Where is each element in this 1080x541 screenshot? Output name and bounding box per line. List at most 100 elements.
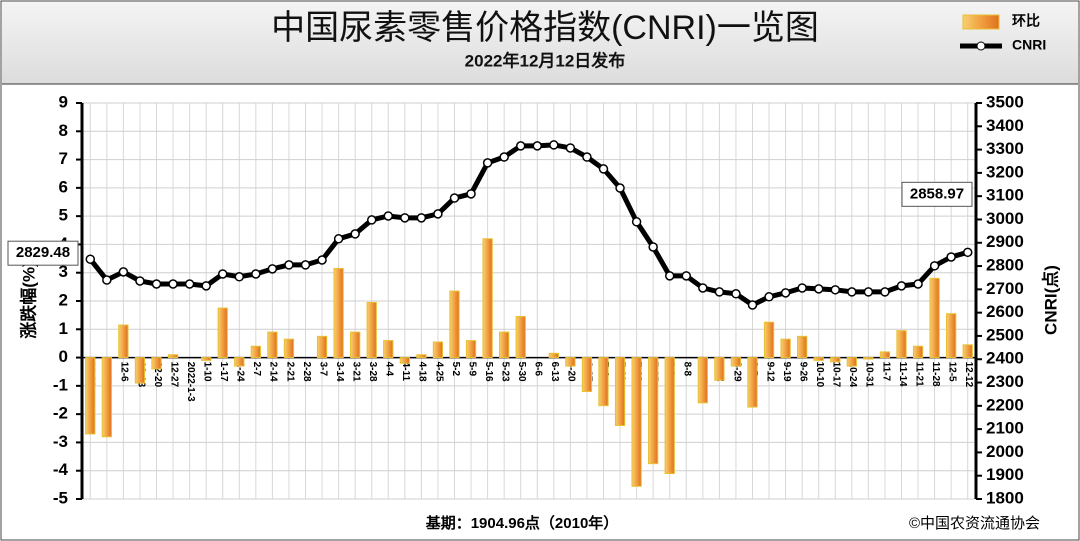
x-tick-label: 3-14 [334, 362, 345, 382]
bar [234, 357, 245, 367]
y-tick-label: 6 [59, 177, 68, 196]
y2-tick-label: 2600 [986, 302, 1024, 321]
line-marker [102, 275, 112, 285]
line-marker [300, 260, 311, 270]
bar [648, 357, 659, 465]
x-tick-label: 2-14 [268, 362, 279, 382]
bar [151, 357, 162, 370]
bar [217, 307, 228, 359]
bar [267, 331, 278, 359]
y-tick-label: 2 [59, 290, 68, 309]
bar [946, 313, 957, 359]
line-marker [284, 260, 294, 270]
bar [896, 330, 907, 359]
line-marker [946, 252, 956, 262]
chart-title: 中国尿素零售价格指数(CNRI)一览图 [271, 9, 819, 47]
y-tick-label: 1 [59, 319, 68, 338]
bar [714, 357, 725, 381]
line-marker [565, 143, 576, 153]
x-tick-label: 5-2 [450, 362, 461, 377]
y-tick-label: -1 [53, 375, 68, 394]
bar [763, 321, 775, 359]
y2-tick-label: 2300 [986, 372, 1024, 391]
x-tick-label: 2-28 [301, 362, 312, 382]
y-tick-label: 7 [59, 149, 68, 168]
x-tick-label: 10-24 [847, 362, 858, 388]
line-marker [648, 242, 658, 252]
y2-tick-label: 3100 [986, 186, 1024, 205]
footnote: 基期：1904.96点（2010年） [425, 514, 619, 532]
bar [118, 324, 129, 359]
bar [250, 345, 261, 359]
line-marker [366, 215, 377, 225]
x-tick-label: 11-28 [930, 362, 941, 387]
line-marker [449, 193, 460, 203]
line-marker [731, 289, 741, 299]
line-marker [780, 288, 791, 298]
y2-tick-label: 2400 [986, 349, 1024, 368]
line-marker [813, 284, 824, 294]
value-label: 2829.48 [16, 244, 70, 261]
line-marker [664, 271, 675, 281]
y2-tick-label: 2200 [986, 395, 1024, 414]
y2-tick-label: 2700 [986, 279, 1024, 298]
x-tick-label: 12-20 [152, 362, 163, 388]
x-tick-label: 5-30 [516, 362, 527, 382]
x-tick-label: 12-6 [119, 362, 130, 382]
line-marker [549, 140, 559, 150]
bar [813, 357, 824, 361]
source: ©中国农资流通协会 [909, 515, 1040, 532]
bar [631, 357, 642, 487]
line-marker [201, 281, 211, 291]
value-label-box [901, 181, 973, 207]
line-marker [880, 287, 890, 297]
bar [432, 341, 444, 359]
x-tick-label: 3-7 [317, 362, 328, 377]
y2-tick-label: 3500 [986, 92, 1024, 111]
bar [167, 354, 179, 359]
line-marker [764, 292, 774, 302]
line-marker [184, 279, 195, 289]
line-marker [251, 269, 261, 279]
x-tick-label: 9-26 [798, 362, 809, 382]
bar [449, 290, 460, 359]
x-tick-label: 6-20 [566, 362, 577, 382]
bar [101, 357, 112, 438]
y-tick-label: -2 [53, 404, 68, 423]
y-tick-label: -3 [53, 432, 68, 451]
y-tick-label: 5 [59, 206, 68, 225]
y2-tick-label: 1800 [986, 488, 1024, 507]
y-tick-label: -4 [53, 460, 69, 479]
line-marker [416, 213, 427, 223]
y-tick-label: 0 [59, 347, 68, 366]
x-tick-label: 5-16 [483, 362, 494, 382]
bar [697, 357, 708, 404]
bar [614, 357, 626, 426]
y-tick-label: 9 [59, 92, 68, 111]
bar [598, 357, 609, 407]
x-tick-label: 3-28 [367, 362, 378, 382]
y-tick-label: 3 [59, 262, 68, 281]
line-marker [400, 213, 410, 223]
bar [283, 338, 295, 359]
header-bg [2, 2, 1078, 84]
x-tick-label: 12-27 [168, 362, 179, 388]
x-tick-label: 4-25 [433, 362, 444, 382]
line-marker [350, 229, 360, 239]
bar [730, 357, 742, 367]
line-marker [499, 152, 509, 162]
bar [962, 344, 973, 359]
y2-axis-title: CNRI(点) [1040, 265, 1060, 335]
line-marker [615, 183, 625, 193]
line-marker [267, 264, 278, 274]
line-marker [913, 279, 923, 289]
value-label-box [7, 240, 79, 266]
line-marker [698, 283, 708, 293]
line-marker [747, 300, 758, 310]
x-tick-label: 12-12 [963, 362, 974, 388]
x-tick-label: 12-5 [947, 362, 958, 382]
line-marker [482, 158, 493, 168]
line-marker [118, 267, 129, 277]
bar [350, 331, 361, 359]
